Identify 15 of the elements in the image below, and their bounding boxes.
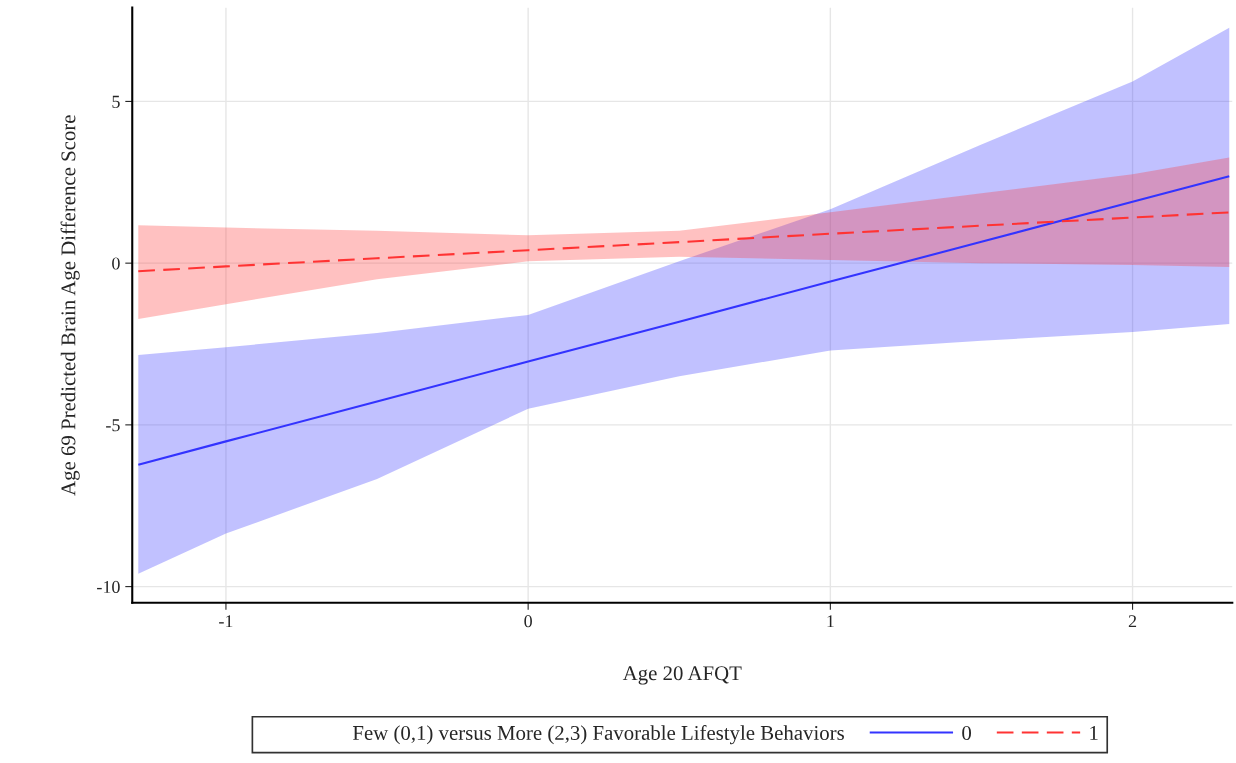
legend-title: Few (0,1) versus More (2,3) Favorable Lifestyle Behaviors — [352, 725, 844, 745]
y-tick-label: -10 — [97, 580, 120, 594]
x-tick-label: 2 — [1128, 615, 1137, 628]
legend-label: 0 — [962, 725, 972, 740]
y-axis-title: Age 69 Predicted Brain Age Difference Score — [60, 115, 80, 496]
x-tick-label: 0 — [524, 615, 532, 628]
y-tick-label: 0 — [112, 257, 120, 270]
x-tick-label: 1 — [827, 615, 834, 628]
legend-label: 1 — [1090, 726, 1098, 740]
y-tick-label: 5 — [112, 95, 120, 108]
line-series — [137, 175, 1231, 466]
line-series — [137, 211, 1231, 273]
x-tick-label: -1 — [219, 615, 233, 628]
x-axis-title: Age 20 AFQT — [622, 666, 742, 685]
y-tick-label: -5 — [106, 419, 120, 432]
